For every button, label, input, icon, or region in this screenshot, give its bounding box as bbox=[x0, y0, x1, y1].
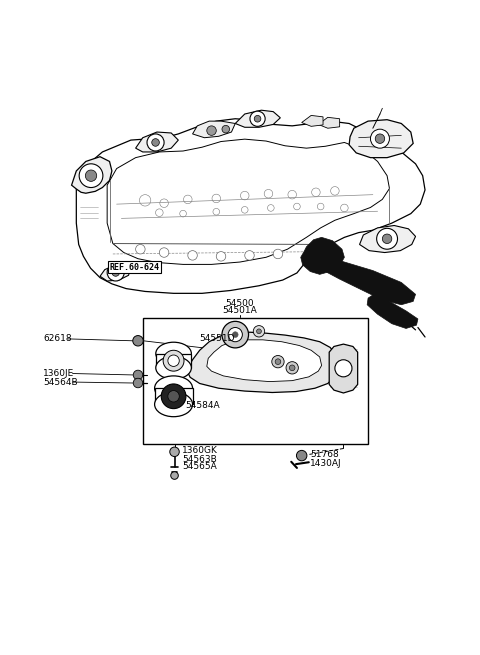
Text: 51768: 51768 bbox=[310, 450, 339, 459]
Circle shape bbox=[213, 208, 219, 215]
Text: 54501A: 54501A bbox=[223, 306, 257, 314]
Polygon shape bbox=[329, 344, 358, 393]
Circle shape bbox=[377, 229, 397, 249]
Circle shape bbox=[273, 249, 283, 259]
Circle shape bbox=[331, 187, 339, 195]
Polygon shape bbox=[136, 132, 179, 152]
Polygon shape bbox=[188, 332, 340, 392]
Polygon shape bbox=[301, 237, 344, 274]
Circle shape bbox=[85, 170, 96, 181]
Circle shape bbox=[136, 244, 145, 254]
Circle shape bbox=[264, 189, 273, 198]
Circle shape bbox=[156, 209, 163, 217]
Circle shape bbox=[375, 134, 384, 143]
Polygon shape bbox=[360, 225, 416, 253]
Polygon shape bbox=[207, 340, 322, 382]
Circle shape bbox=[232, 332, 238, 337]
Circle shape bbox=[341, 204, 348, 212]
Circle shape bbox=[147, 134, 164, 151]
Circle shape bbox=[289, 365, 295, 371]
Ellipse shape bbox=[156, 356, 192, 379]
Ellipse shape bbox=[156, 342, 192, 365]
Bar bbox=[155, 388, 192, 404]
Text: 62618: 62618 bbox=[43, 335, 72, 343]
Circle shape bbox=[188, 251, 197, 260]
Text: 1430AJ: 1430AJ bbox=[310, 459, 342, 468]
Ellipse shape bbox=[155, 392, 192, 417]
Circle shape bbox=[245, 251, 254, 260]
Polygon shape bbox=[100, 265, 131, 281]
Circle shape bbox=[133, 335, 143, 346]
Polygon shape bbox=[72, 157, 112, 193]
Circle shape bbox=[253, 326, 264, 337]
Circle shape bbox=[133, 370, 143, 380]
Circle shape bbox=[257, 329, 261, 333]
Text: 54565A: 54565A bbox=[182, 462, 217, 472]
Circle shape bbox=[168, 390, 179, 402]
Circle shape bbox=[212, 194, 220, 202]
Circle shape bbox=[183, 195, 192, 204]
Circle shape bbox=[371, 129, 389, 148]
Text: 54551D: 54551D bbox=[200, 335, 235, 343]
Circle shape bbox=[222, 322, 249, 348]
Circle shape bbox=[79, 164, 103, 187]
Polygon shape bbox=[301, 115, 323, 126]
Text: 1360GK: 1360GK bbox=[182, 446, 218, 455]
Circle shape bbox=[107, 264, 124, 281]
Bar bbox=[156, 354, 192, 368]
Circle shape bbox=[168, 355, 179, 366]
Circle shape bbox=[240, 191, 249, 200]
Circle shape bbox=[171, 472, 179, 479]
Text: 54584A: 54584A bbox=[185, 402, 220, 410]
Circle shape bbox=[275, 359, 281, 364]
Circle shape bbox=[241, 206, 248, 213]
Circle shape bbox=[112, 269, 120, 276]
Polygon shape bbox=[76, 119, 425, 293]
Circle shape bbox=[294, 203, 300, 210]
Circle shape bbox=[216, 252, 226, 261]
Circle shape bbox=[170, 447, 179, 457]
Polygon shape bbox=[107, 139, 389, 265]
Circle shape bbox=[288, 191, 297, 199]
Circle shape bbox=[383, 234, 392, 244]
Circle shape bbox=[152, 139, 159, 146]
Circle shape bbox=[286, 362, 299, 374]
Circle shape bbox=[335, 360, 352, 377]
Circle shape bbox=[159, 248, 169, 257]
Polygon shape bbox=[318, 256, 416, 305]
Circle shape bbox=[272, 356, 284, 368]
Polygon shape bbox=[349, 120, 413, 158]
Circle shape bbox=[163, 350, 184, 371]
Text: 1360JE: 1360JE bbox=[43, 369, 74, 378]
Circle shape bbox=[160, 199, 168, 208]
Polygon shape bbox=[235, 110, 280, 127]
Circle shape bbox=[133, 379, 143, 388]
Text: REF.60-624: REF.60-624 bbox=[109, 263, 159, 272]
Bar bbox=[143, 318, 368, 443]
Circle shape bbox=[161, 384, 186, 409]
Circle shape bbox=[139, 195, 151, 206]
Circle shape bbox=[207, 126, 216, 136]
Circle shape bbox=[222, 125, 229, 133]
Polygon shape bbox=[367, 292, 418, 328]
Ellipse shape bbox=[155, 376, 192, 401]
Circle shape bbox=[250, 111, 265, 126]
Circle shape bbox=[228, 328, 242, 342]
Text: 54564B: 54564B bbox=[43, 377, 78, 386]
Circle shape bbox=[312, 188, 320, 196]
Text: 54563B: 54563B bbox=[182, 455, 217, 464]
Circle shape bbox=[297, 451, 307, 461]
Circle shape bbox=[254, 115, 261, 122]
Polygon shape bbox=[318, 117, 340, 128]
Circle shape bbox=[317, 203, 324, 210]
Text: 54500: 54500 bbox=[226, 299, 254, 308]
Circle shape bbox=[267, 204, 274, 212]
Circle shape bbox=[180, 210, 186, 217]
Polygon shape bbox=[192, 121, 235, 138]
